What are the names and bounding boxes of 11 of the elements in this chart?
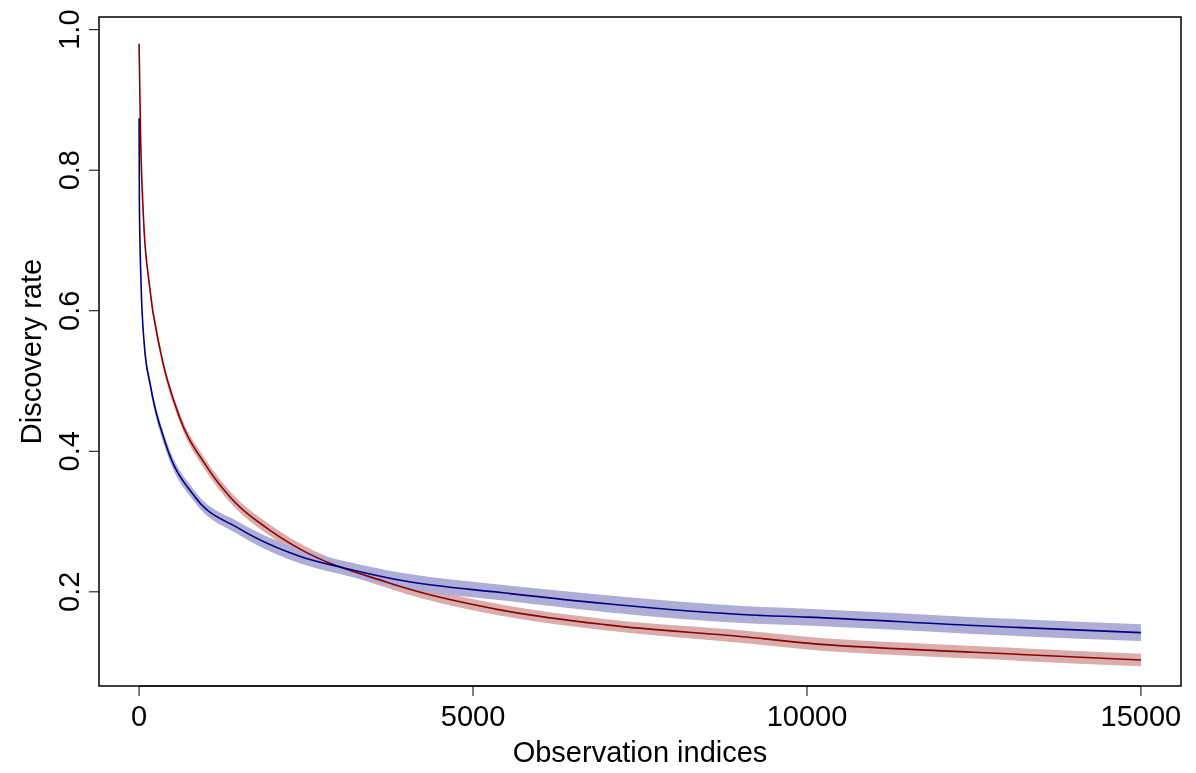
y-tick-label: 0.6	[53, 290, 85, 331]
y-tick-label: 1.0	[53, 9, 85, 50]
x-axis-title: Observation indices	[512, 736, 768, 768]
y-tick-label: 0.2	[53, 571, 85, 612]
x-tick-label: 15000	[1100, 700, 1182, 732]
y-tick-label: 0.8	[53, 150, 85, 191]
x-tick-label: 5000	[440, 700, 506, 732]
x-tick-label: 0	[131, 700, 148, 732]
y-axis-title: Discovery rate	[15, 258, 47, 445]
x-tick-label: 10000	[766, 700, 848, 732]
y-tick-label: 0.4	[53, 431, 85, 472]
